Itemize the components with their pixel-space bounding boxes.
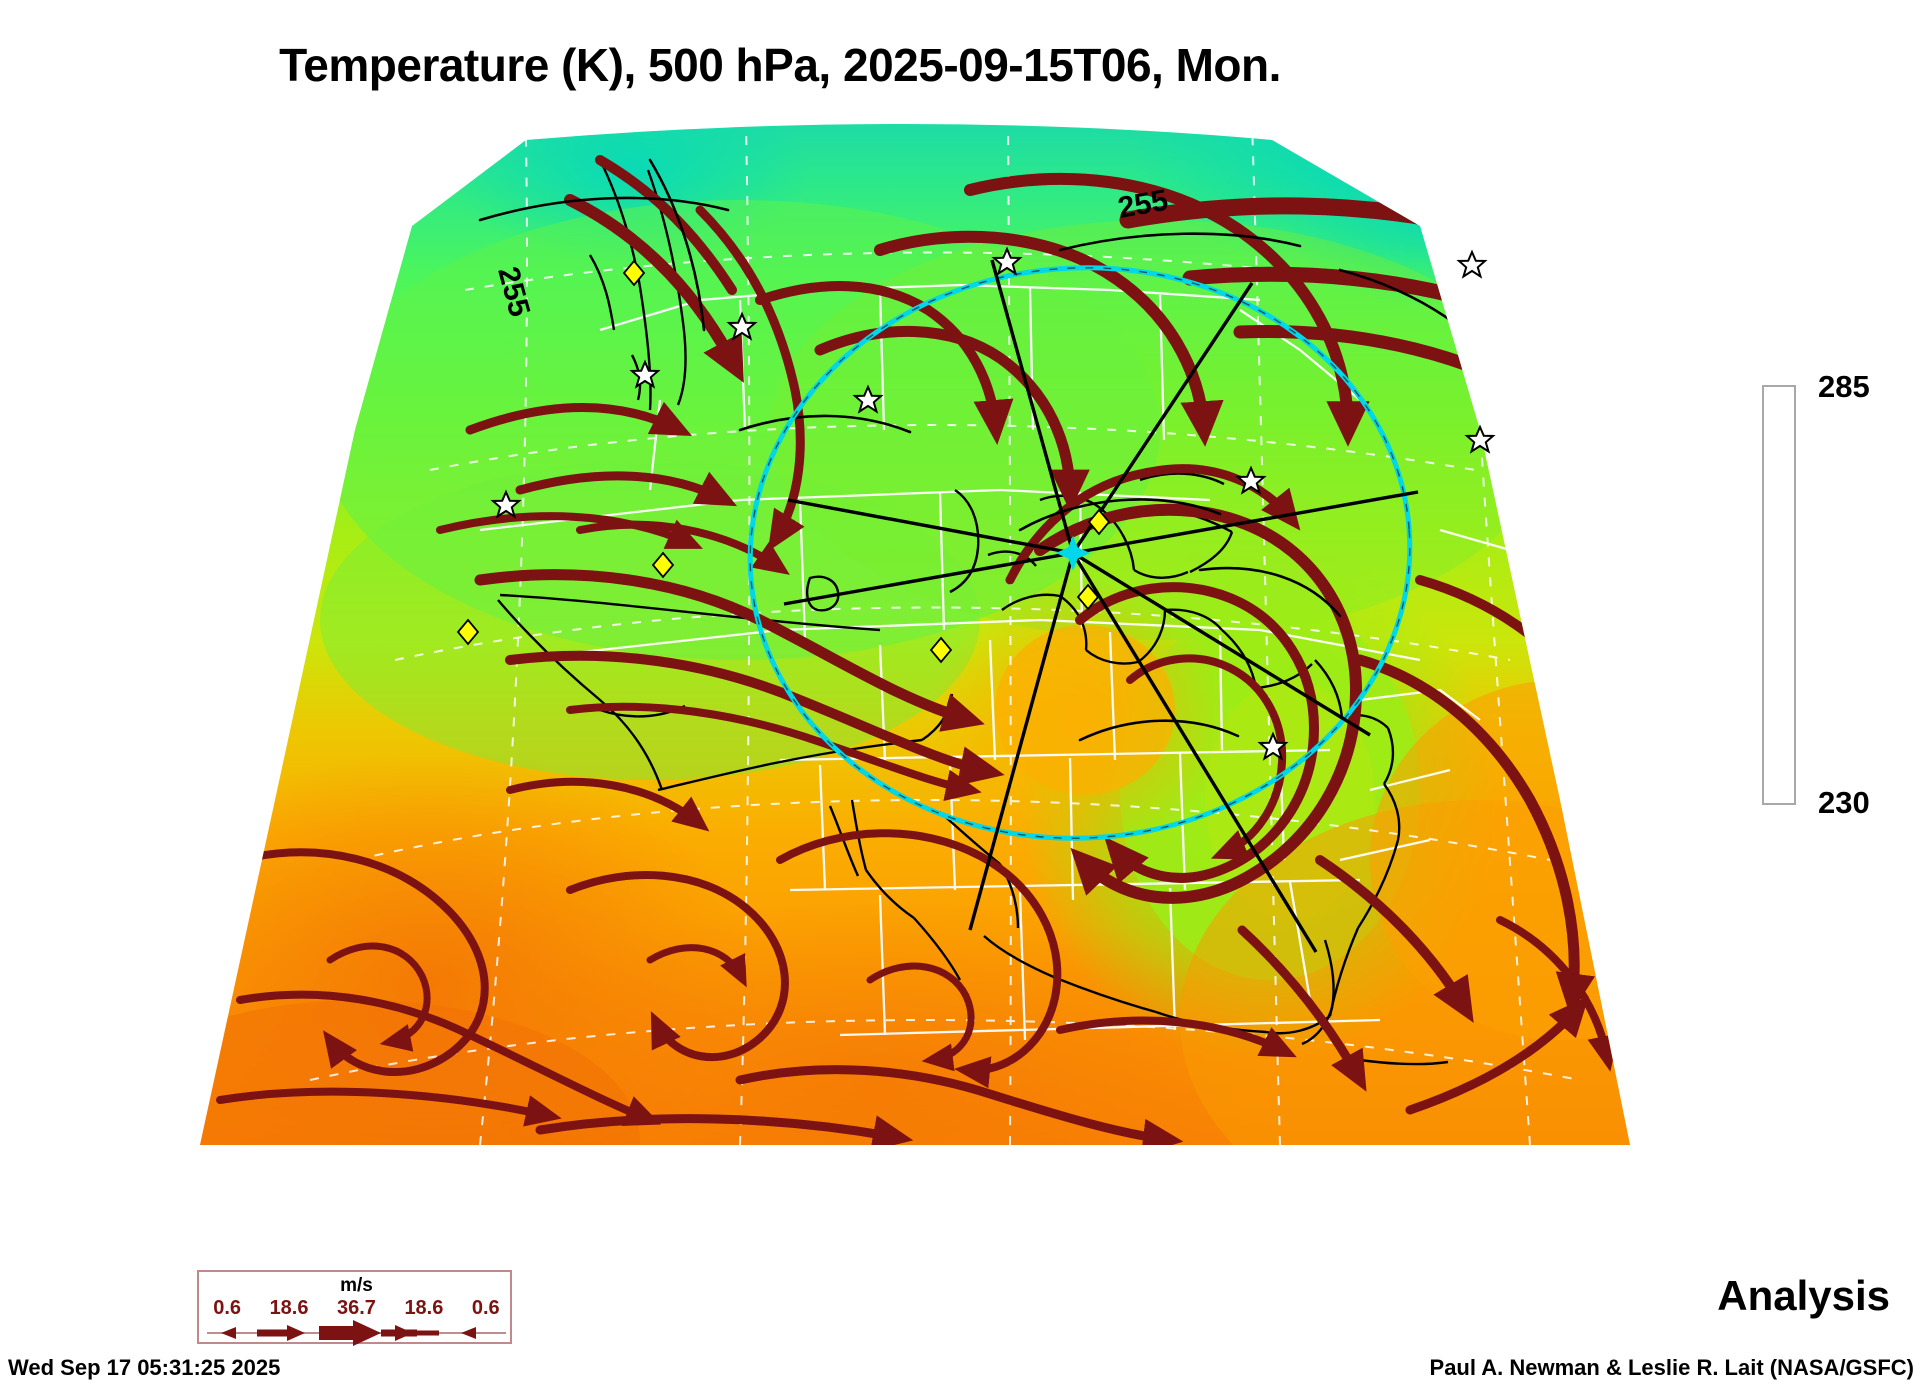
wind-legend-value-2: 36.7 (337, 1297, 376, 1319)
flight-leg-s[interactable] (1071, 552, 1318, 953)
colorbar[interactable]: 285 230 (1762, 369, 1922, 820)
temperature-shading-layer (200, 124, 1630, 1145)
star-marker[interactable] (1257, 731, 1289, 761)
star-marker[interactable] (991, 246, 1023, 276)
colorbar-max-label: 285 (1818, 369, 1870, 404)
map-panel[interactable]: 255 255 (180, 100, 1640, 1180)
wind-arrow-large-shaft (319, 1326, 355, 1340)
flight-leg-e[interactable] (1072, 490, 1419, 555)
wind-legend-value-0: 0.6 (213, 1297, 242, 1319)
star-marker[interactable] (1235, 465, 1267, 495)
diamond-marker-group[interactable] (456, 259, 1111, 664)
diamond-marker[interactable] (929, 636, 953, 664)
wind-arrow-mid-right-head (395, 1325, 413, 1341)
star-marker-group[interactable] (490, 246, 1496, 761)
temperature-map[interactable]: 255 255 (180, 100, 1640, 1180)
wind-legend-value-row: 0.6 18.6 36.7 18.6 0.6 (199, 1297, 514, 1320)
flight-leg-ne[interactable] (1071, 282, 1254, 554)
wind-arrow-mid-left-shaft (257, 1329, 289, 1337)
flight-leg-w[interactable] (783, 551, 1074, 606)
flight-leg-group[interactable] (783, 259, 1419, 953)
wind-speed-legend: m/s 0.6 18.6 36.7 18.6 0.6 (197, 1270, 514, 1346)
flight-circle-dash (749, 267, 1411, 839)
author-credit: Paul A. Newman & Leslie R. Lait (NASA/GS… (1429, 1355, 1914, 1380)
colorbar-min-label: 230 (1818, 785, 1870, 820)
marker-layer[interactable] (456, 246, 1496, 761)
star-marker[interactable] (1456, 249, 1488, 279)
wind-legend-value-3: 18.6 (404, 1297, 444, 1319)
streamline-layer (216, 155, 1619, 1145)
diamond-marker[interactable] (622, 259, 646, 287)
star-marker[interactable] (629, 359, 661, 389)
flight-leg-n[interactable] (990, 259, 1075, 554)
diamond-marker[interactable] (1076, 583, 1100, 611)
flight-leg-sw[interactable] (968, 552, 1075, 931)
center-station-marker[interactable] (1055, 535, 1091, 571)
generation-timestamp: Wed Sep 17 05:31:25 2025 (8, 1355, 281, 1380)
page-title: Temperature (K), 500 hPa, 2025-09-15T06,… (279, 39, 1281, 91)
flight-leg-se[interactable] (1072, 551, 1371, 737)
wind-legend-value-4: 0.6 (471, 1297, 500, 1319)
star-marker[interactable] (1464, 424, 1496, 454)
wind-legend-unit-label: m/s (340, 1275, 373, 1296)
wind-arrow-small-right (461, 1327, 476, 1339)
wind-arrow-small-left (221, 1327, 236, 1339)
diamond-marker[interactable] (651, 551, 675, 579)
analysis-label: Analysis (1717, 1272, 1890, 1319)
colorbar-gradient[interactable] (1762, 385, 1796, 805)
wind-legend-value-1: 18.6 (269, 1297, 309, 1319)
flight-leg-nw[interactable] (787, 498, 1074, 555)
wind-arrow-large-head (353, 1320, 381, 1346)
state-borders-layer (479, 283, 1511, 1041)
star-marker[interactable] (852, 384, 884, 414)
flight-circle-overlay[interactable] (731, 246, 1429, 861)
diamond-marker[interactable] (1087, 508, 1111, 536)
wind-arrow-mid-right-tail (413, 1330, 439, 1336)
wind-arrow-mid-left-head (287, 1325, 305, 1341)
wind-legend-arrow-scale (207, 1320, 506, 1346)
diamond-marker[interactable] (456, 618, 480, 646)
star-marker[interactable] (490, 489, 522, 519)
star-marker[interactable] (726, 311, 758, 341)
